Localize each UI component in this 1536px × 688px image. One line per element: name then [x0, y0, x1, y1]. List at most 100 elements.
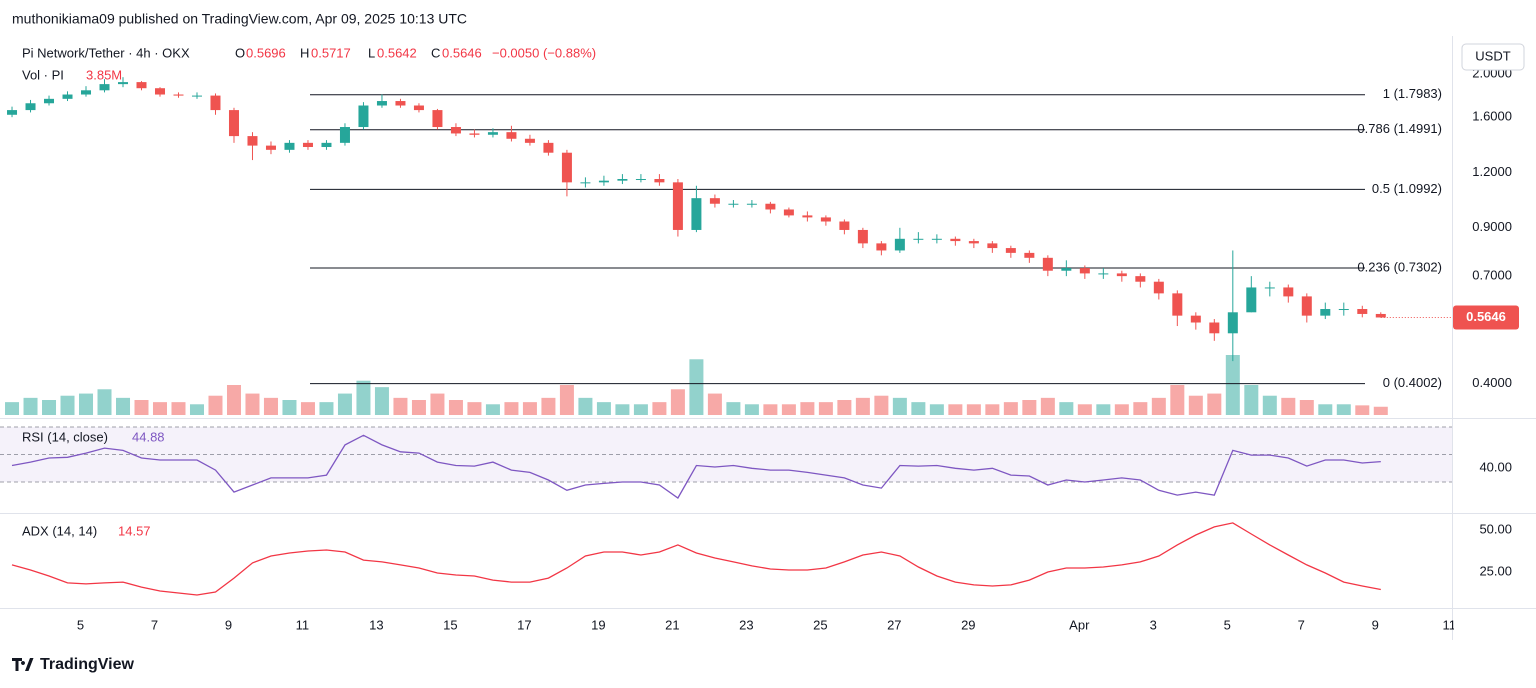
candle-body	[1338, 309, 1349, 311]
fib-label: 0.236 (0.7302)	[1357, 259, 1442, 274]
volume-bar	[929, 404, 944, 415]
candle-body	[1042, 257, 1053, 271]
volume-bar	[1133, 402, 1148, 415]
currency-box[interactable]	[1461, 43, 1525, 71]
candle-body	[450, 127, 461, 134]
volume-bar	[337, 393, 352, 415]
candle-body	[931, 238, 942, 240]
rsi-title: RSI (14, close)	[22, 429, 108, 444]
volume-bar	[411, 400, 426, 415]
volume-bar	[1022, 400, 1037, 415]
volume-bar	[726, 402, 741, 415]
volume-bar	[5, 402, 20, 415]
candle-body	[1061, 268, 1072, 271]
candle-body	[1172, 293, 1183, 316]
volume-bar	[356, 380, 371, 415]
x-tick-label: 3	[1150, 617, 1157, 632]
candle-body	[894, 238, 905, 251]
brand: TradingView	[40, 656, 135, 673]
volume-bar	[467, 402, 482, 415]
volume-bar	[707, 393, 722, 415]
volume-bar	[300, 402, 315, 415]
volume-bar	[245, 393, 260, 415]
symbol-title: Pi Network/Tether · 4h · OKX	[22, 45, 190, 60]
candle-body	[580, 182, 591, 184]
x-tick-label: 5	[1224, 617, 1231, 632]
candle-body	[25, 103, 36, 111]
x-tick-label: 15	[443, 617, 457, 632]
candle-body	[1246, 287, 1257, 313]
volume-bar	[171, 402, 186, 415]
volume-bar	[744, 404, 759, 415]
volume-bar	[1151, 397, 1166, 415]
legend-label: H	[300, 45, 309, 60]
volume-bar	[596, 402, 611, 415]
legend-value: 0.5646	[442, 45, 482, 60]
currency[interactable]: USDT	[1475, 48, 1510, 63]
volume-bar	[578, 397, 593, 415]
volume-bar	[1114, 404, 1129, 415]
candle-body	[395, 101, 406, 106]
volume-bar	[116, 397, 131, 415]
candle-body	[802, 215, 813, 218]
publisher: muthonikiama09 published on TradingView.…	[12, 11, 467, 27]
fib-label: 0 (0.4002)	[1383, 375, 1442, 390]
volume-bar	[1040, 397, 1055, 415]
x-tick-label: Apr	[1069, 617, 1090, 632]
candle-body	[284, 142, 295, 150]
candle-body	[561, 152, 572, 183]
candle-body	[968, 241, 979, 244]
volume-bar	[393, 397, 408, 415]
candle-body	[1005, 248, 1016, 253]
volume-bar	[134, 400, 149, 415]
candle-body	[358, 105, 369, 128]
volume-bar	[670, 389, 685, 415]
candle-body	[617, 179, 628, 181]
candle-body	[1227, 312, 1238, 334]
candle-body	[1190, 315, 1201, 323]
volume-bar	[79, 393, 94, 415]
volume-bar	[263, 397, 278, 415]
candle-body	[1135, 276, 1146, 282]
x-tick-label: 13	[369, 617, 383, 632]
candle-body	[487, 132, 498, 135]
candle-body	[247, 136, 258, 146]
volume-bar	[1244, 385, 1259, 415]
volume-bar	[1096, 404, 1111, 415]
volume-bar	[781, 404, 796, 415]
volume-bar	[837, 400, 852, 415]
volume-bar	[559, 385, 574, 415]
volume-bar	[1336, 404, 1351, 415]
legend-change: −0.0050 (−0.88%)	[492, 45, 596, 60]
fib-label: 1 (1.7983)	[1383, 86, 1442, 101]
rsi-value: 44.88	[132, 429, 165, 444]
x-tick-label: 9	[225, 617, 232, 632]
indicator-line	[11, 434, 1381, 499]
candle-body	[765, 203, 776, 210]
volume-bar	[1225, 355, 1240, 415]
candle-body	[265, 145, 276, 150]
volume-bar	[689, 359, 704, 415]
volume-bar	[1262, 395, 1277, 415]
volume-bar	[282, 400, 297, 415]
candle-body	[987, 243, 998, 249]
candle-body	[154, 88, 165, 95]
logo	[12, 658, 34, 671]
x-tick-label: 7	[151, 617, 158, 632]
candle-body	[321, 142, 332, 148]
volume-bar	[1318, 404, 1333, 415]
candle-body	[543, 142, 554, 153]
candle-body	[746, 203, 757, 205]
candle-body	[1153, 281, 1164, 294]
volume-bar	[448, 400, 463, 415]
candle-body	[506, 132, 517, 139]
fib-label: 0.5 (1.0992)	[1372, 181, 1442, 196]
volume-bar	[615, 404, 630, 415]
candle-body	[81, 90, 92, 95]
volume-bar	[1373, 406, 1388, 415]
volume-bar	[763, 404, 778, 415]
candle-body	[62, 94, 73, 99]
candle-body	[228, 110, 239, 137]
